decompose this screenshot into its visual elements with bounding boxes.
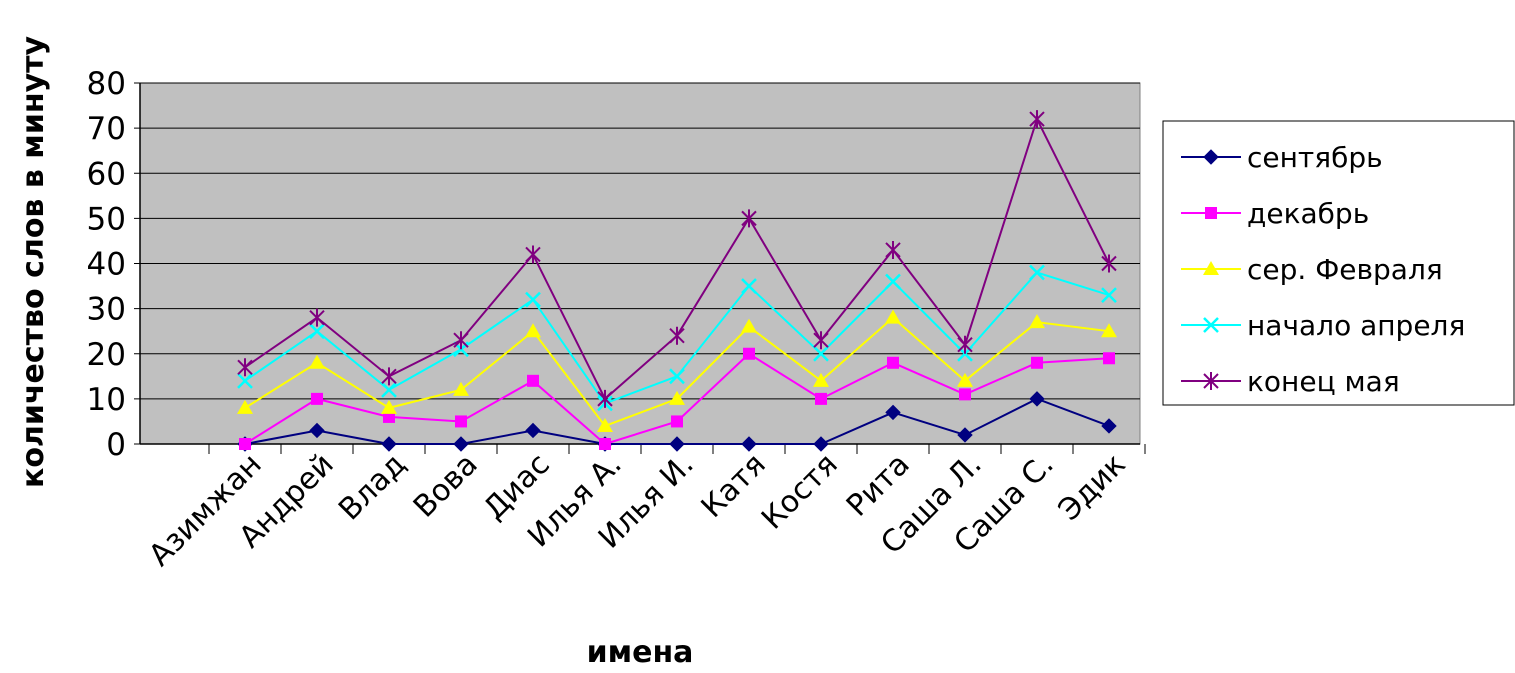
y-tick-label: 80 xyxy=(87,66,126,102)
data-point xyxy=(381,399,397,414)
data-point xyxy=(455,415,467,428)
x-axis-title: имена xyxy=(587,635,694,670)
y-tick-label: 70 xyxy=(87,111,126,147)
y-tick-label: 50 xyxy=(87,201,126,237)
legend-box xyxy=(1162,120,1515,406)
data-point xyxy=(669,326,685,345)
data-point xyxy=(309,422,325,439)
y-tick-label: 0 xyxy=(106,427,126,463)
data-point xyxy=(597,417,613,432)
data-point xyxy=(959,388,971,401)
data-point xyxy=(885,273,901,290)
data-point xyxy=(239,438,251,450)
legend-marker xyxy=(1203,261,1219,275)
data-point xyxy=(671,415,683,428)
y-tick-label: 10 xyxy=(87,382,126,418)
data-point xyxy=(887,356,899,369)
data-point xyxy=(957,427,973,443)
y-tick-label: 40 xyxy=(87,247,126,283)
data-point xyxy=(741,436,757,452)
data-point xyxy=(599,438,611,450)
legend-label: начало апреля xyxy=(1247,309,1465,342)
legend-label: сентябрь xyxy=(1247,141,1383,174)
data-point xyxy=(815,392,827,405)
data-point xyxy=(1029,391,1045,407)
y-axis-title: количество слов в минуту xyxy=(16,36,51,489)
data-point xyxy=(1029,314,1045,329)
x-tick-label: Азимжан xyxy=(142,447,268,573)
data-point xyxy=(311,392,323,405)
data-point xyxy=(669,436,685,452)
x-tick-label: Влад xyxy=(332,447,413,528)
legend-label: сер. Февраля xyxy=(1247,253,1443,286)
data-point xyxy=(309,323,325,340)
data-point xyxy=(309,308,325,327)
data-point xyxy=(813,331,829,350)
data-point xyxy=(669,390,685,405)
data-point xyxy=(743,347,755,360)
data-point xyxy=(237,358,253,377)
data-point xyxy=(453,381,469,396)
data-point xyxy=(1101,287,1117,303)
x-tick-label: Вова xyxy=(407,447,485,525)
data-point xyxy=(525,245,541,264)
data-point xyxy=(381,381,397,398)
y-tick-label: 20 xyxy=(87,337,126,373)
data-point xyxy=(237,399,253,414)
data-point xyxy=(453,436,469,452)
data-point xyxy=(885,240,901,259)
data-point xyxy=(669,368,685,385)
data-point xyxy=(309,354,325,369)
data-point xyxy=(525,422,541,439)
data-point xyxy=(381,367,397,386)
y-tick-label: 30 xyxy=(87,292,126,328)
data-point xyxy=(813,436,829,452)
data-point xyxy=(1031,356,1043,369)
legend-marker xyxy=(1205,207,1217,219)
data-point xyxy=(957,372,973,387)
data-point xyxy=(527,374,539,387)
data-point xyxy=(381,436,397,452)
x-tick-label: Эдик xyxy=(1052,447,1133,528)
data-point xyxy=(1101,254,1117,273)
data-point xyxy=(741,278,757,294)
legend-marker xyxy=(1203,317,1219,333)
data-point xyxy=(1101,418,1117,434)
data-point xyxy=(597,389,613,408)
y-tick-label: 60 xyxy=(87,156,126,192)
data-point xyxy=(957,335,973,354)
data-point xyxy=(741,318,757,333)
data-point xyxy=(453,331,469,350)
data-point xyxy=(885,404,901,421)
data-point xyxy=(525,323,541,338)
legend-marker xyxy=(1203,372,1219,390)
data-point xyxy=(1029,264,1045,281)
data-point xyxy=(1103,352,1115,365)
data-point xyxy=(1029,110,1045,129)
data-point xyxy=(383,410,395,423)
data-point xyxy=(1101,323,1117,338)
data-point xyxy=(741,209,757,228)
legend-marker xyxy=(1203,149,1219,165)
data-point xyxy=(813,345,829,362)
data-point xyxy=(885,309,901,324)
legend-label: конец мая xyxy=(1247,365,1400,398)
legend-label: декабрь xyxy=(1247,197,1369,230)
x-tick-label: Костя xyxy=(755,447,845,537)
data-point xyxy=(525,291,541,308)
data-point xyxy=(813,372,829,387)
data-point xyxy=(237,372,253,389)
